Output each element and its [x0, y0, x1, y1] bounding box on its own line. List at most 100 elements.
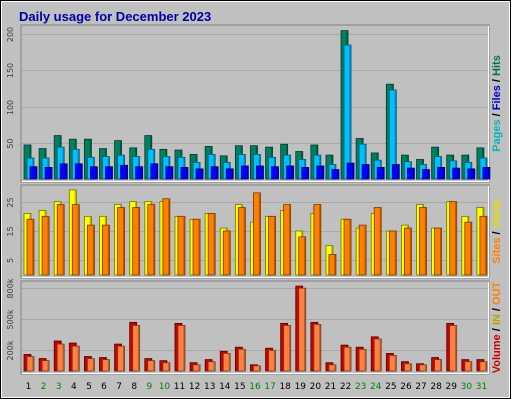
bar-pages-2 — [44, 167, 53, 180]
bar-sites-20 — [313, 204, 322, 276]
bar-out-18 — [283, 325, 292, 372]
y-tick-label: 200 — [6, 27, 15, 42]
x-tick-label-1: 1 — [26, 382, 32, 392]
bar-pages-14 — [225, 168, 234, 180]
x-tick-label-19: 19 — [295, 382, 307, 392]
bar-sites-27 — [419, 207, 427, 276]
bar-pages-7 — [120, 164, 128, 180]
side-label-part: IN — [491, 314, 503, 325]
bar-sites-25 — [388, 230, 397, 276]
y-tick-label: 800k — [6, 278, 15, 298]
bar-pages-11 — [180, 167, 189, 180]
bar-pages-24 — [376, 167, 385, 180]
panel-volume: 200k 500k 800k Volume / IN / OUT — [6, 278, 503, 375]
bar-sites-3 — [56, 204, 65, 276]
panel-volume-side-label: Volume / IN / OUT — [491, 281, 503, 373]
bar-sites-22 — [343, 218, 352, 276]
x-axis: 1 2 3 4 5 6 7 8 9 10 11 12 13 14 15 16 17 18 19 20 21 22 23 24 2… — [26, 382, 487, 392]
bar-out-19 — [298, 287, 307, 372]
bar-sites-31 — [479, 215, 488, 276]
x-tick-label-2: 2 — [41, 382, 47, 392]
bar-pages-1 — [29, 166, 38, 180]
x-tick-label-8: 8 — [131, 382, 137, 392]
bar-out-6 — [102, 359, 110, 372]
bar-sites-29 — [449, 201, 458, 276]
side-label-part: / — [491, 110, 503, 119]
bar-pages-25 — [391, 164, 400, 180]
bar-out-23 — [358, 348, 367, 372]
bar-sites-14 — [222, 230, 231, 276]
bar-sites-4 — [71, 204, 80, 276]
bar-out-16 — [253, 365, 261, 372]
x-tick-label-29: 29 — [446, 382, 458, 392]
x-tick-label-11: 11 — [174, 382, 185, 392]
bar-pages-16 — [256, 165, 264, 180]
bar-out-5 — [86, 358, 95, 372]
x-tick-label-12: 12 — [189, 382, 200, 392]
bar-out-13 — [207, 361, 216, 372]
panel-sites: 5 15 25 Sites / Visits — [6, 184, 503, 279]
bar-pages-10 — [165, 166, 174, 180]
bar-sites-10 — [162, 198, 171, 276]
x-tick-label-28: 28 — [430, 382, 442, 392]
bar-sites-2 — [41, 215, 50, 276]
bar-sites-17 — [268, 215, 276, 276]
x-tick-label-31: 31 — [476, 382, 487, 392]
bar-sites-13 — [207, 212, 216, 276]
x-tick-label-26: 26 — [400, 382, 412, 392]
x-tick-label-25: 25 — [385, 382, 396, 392]
side-label-part: / — [491, 76, 503, 85]
x-tick-label-4: 4 — [71, 382, 77, 392]
x-tick-label-16: 16 — [249, 382, 261, 392]
bar-pages-17 — [271, 166, 279, 180]
bar-pages-31 — [482, 167, 491, 180]
side-label-part: / — [491, 305, 503, 314]
y-tick-label: 15 — [6, 226, 15, 236]
bar-pages-15 — [240, 165, 249, 180]
x-tick-label-17: 17 — [264, 382, 275, 392]
bar-out-2 — [41, 360, 50, 372]
x-tick-label-9: 9 — [146, 382, 152, 392]
bar-pages-28 — [437, 167, 446, 180]
bar-out-12 — [192, 364, 201, 372]
x-tick-label-20: 20 — [310, 382, 322, 392]
x-tick-label-27: 27 — [415, 382, 426, 392]
bar-pages-23 — [361, 164, 370, 180]
bar-pages-8 — [135, 166, 144, 180]
x-tick-label-22: 22 — [340, 382, 351, 392]
bar-sites-26 — [404, 227, 412, 276]
bar-out-27 — [419, 364, 427, 372]
bar-sites-30 — [464, 221, 473, 276]
x-tick-label-6: 6 — [101, 382, 107, 392]
bar-sites-11 — [177, 215, 186, 276]
bar-out-7 — [117, 345, 125, 372]
bar-out-17 — [268, 349, 276, 372]
side-label-part: Pages — [491, 119, 503, 151]
y-tick-label: 500k — [6, 309, 15, 329]
bar-out-15 — [237, 348, 246, 372]
bar-sites-5 — [86, 224, 95, 276]
bar-out-22 — [343, 346, 352, 372]
bar-pages-22 — [346, 162, 355, 180]
panel-volume-background — [20, 280, 490, 375]
bar-sites-7 — [117, 207, 125, 276]
bar-sites-16 — [253, 192, 261, 276]
bar-out-24 — [373, 338, 382, 372]
x-tick-label-18: 18 — [279, 382, 291, 392]
bar-pages-18 — [286, 165, 295, 180]
bar-out-31 — [479, 361, 488, 372]
bar-out-29 — [449, 325, 458, 372]
bar-sites-9 — [147, 204, 156, 276]
y-tick-label: 200k — [6, 340, 15, 360]
bar-pages-5 — [89, 166, 98, 180]
side-label-part: Hits — [491, 55, 503, 76]
bar-sites-21 — [328, 254, 337, 276]
bar-pages-20 — [316, 165, 325, 180]
x-tick-label-13: 13 — [204, 382, 215, 392]
bar-out-28 — [434, 359, 443, 372]
panel-hits-side-label: Pages / Files / Hits — [491, 55, 503, 152]
bar-sites-6 — [102, 224, 110, 276]
bar-pages-27 — [422, 169, 430, 180]
bar-sites-19 — [298, 236, 307, 276]
bar-out-25 — [388, 355, 397, 372]
